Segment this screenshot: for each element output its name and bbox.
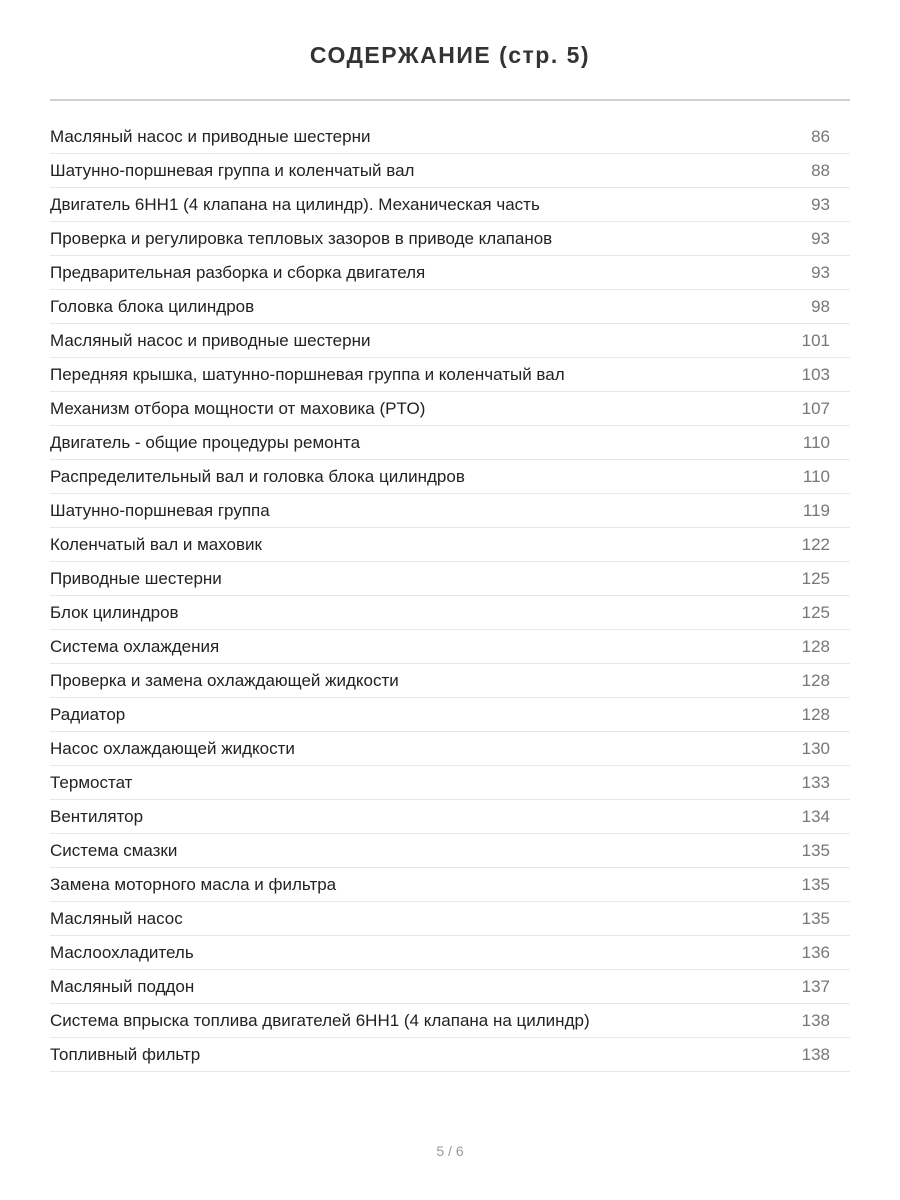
toc-entry-title: Масляный насос и приводные шестерни xyxy=(50,126,371,146)
toc-entry[interactable]: Проверка и регулировка тепловых зазоров … xyxy=(50,222,850,256)
toc-entry[interactable]: Коленчатый вал и маховик 122 xyxy=(50,528,850,562)
toc-entry-title: Вентилятор xyxy=(50,806,144,826)
toc-entry[interactable]: Приводные шестерни 125 xyxy=(50,562,850,596)
toc-entry-page: 119 xyxy=(802,500,830,520)
toc-entry-page: 125 xyxy=(801,602,830,622)
toc-entry[interactable]: Масляный поддон 137 xyxy=(50,970,850,1004)
toc-entry[interactable]: Передняя крышка, шатунно-поршневая групп… xyxy=(50,358,850,392)
toc-entry-title: Масляный насос xyxy=(50,908,183,928)
toc-entry[interactable]: Блок цилиндров 125 xyxy=(50,596,850,630)
toc-entry[interactable]: Шатунно-поршневая группа и коленчатый ва… xyxy=(50,154,850,188)
toc-entry-page: 93 xyxy=(811,228,830,248)
toc-entry[interactable]: Масляный насос и приводные шестерни 101 xyxy=(50,324,850,358)
toc-entry-title: Радиатор xyxy=(50,704,126,724)
toc-entry[interactable]: Насос охлаждающей жидкости 130 xyxy=(50,732,850,766)
toc-entry-title: Шатунно-поршневая группа и коленчатый ва… xyxy=(50,160,415,180)
toc-entry-page: 98 xyxy=(811,296,830,316)
title-divider xyxy=(50,99,850,101)
toc-entry[interactable]: Шатунно-поршневая группа 119 xyxy=(50,494,850,528)
toc-entry-title: Система охлаждения xyxy=(50,636,220,656)
toc-entry[interactable]: Топливный фильтр 138 xyxy=(50,1038,850,1072)
toc-entry-title: Система впрыска топлива двигателей 6HH1 … xyxy=(50,1010,590,1030)
toc-entry[interactable]: Распределительный вал и головка блока ци… xyxy=(50,460,850,494)
toc-entry-title: Масляный поддон xyxy=(50,976,195,996)
toc-entry-page: 137 xyxy=(801,976,830,996)
toc-entry-page: 134 xyxy=(801,806,830,826)
toc-entry[interactable]: Механизм отбора мощности от маховика (PT… xyxy=(50,392,850,426)
toc-entry-title: Механизм отбора мощности от маховика (PT… xyxy=(50,398,426,418)
page-title: СОДЕРЖАНИЕ (стр. 5) xyxy=(309,42,591,68)
toc-entry-page: 103 xyxy=(801,364,830,384)
toc-entry-page: 101 xyxy=(801,330,830,350)
toc-entry-page: 93 xyxy=(811,262,830,282)
toc-entry[interactable]: Двигатель - общие процедуры ремонта 110 xyxy=(50,426,850,460)
page-indicator: 5 / 6 xyxy=(436,1143,464,1159)
toc-entry-page: 133 xyxy=(801,772,830,792)
toc-entry-title: Двигатель 6HH1 (4 клапана на цилиндр). М… xyxy=(50,194,540,214)
toc-entry-title: Термостат xyxy=(50,772,133,792)
toc-entry[interactable]: Система впрыска топлива двигателей 6HH1 … xyxy=(50,1004,850,1038)
toc-entry[interactable]: Термостат 133 xyxy=(50,766,850,800)
toc-entry[interactable]: Масляный насос и приводные шестерни 86 xyxy=(50,120,850,154)
toc-entry-page: 88 xyxy=(811,160,830,180)
toc-entry-title: Замена моторного масла и фильтра xyxy=(50,874,337,894)
toc-entry[interactable]: Проверка и замена охлаждающей жидкости 12… xyxy=(50,664,850,698)
toc-entry-title: Коленчатый вал и маховик xyxy=(50,534,262,554)
toc-entry-page: 138 xyxy=(801,1044,830,1064)
toc-entry-title: Проверка и замена охлаждающей жидкости xyxy=(50,670,399,690)
toc-entry-title: Передняя крышка, шатунно-поршневая групп… xyxy=(50,364,565,384)
toc-entry-page: 136 xyxy=(801,942,830,962)
toc-entry-page: 128 xyxy=(801,636,830,656)
toc-entry[interactable]: Головка блока цилиндров 98 xyxy=(50,290,850,324)
toc-entry-page: 135 xyxy=(801,874,830,894)
toc-entry-page: 110 xyxy=(802,432,830,452)
toc-entry-page: 138 xyxy=(801,1010,830,1030)
toc-entry-title: Головка блока цилиндров xyxy=(50,296,255,316)
toc-entry-page: 122 xyxy=(801,534,830,554)
toc-entry-title: Шатунно-поршневая группа xyxy=(50,500,270,520)
toc-entry-title: Топливный фильтр xyxy=(50,1044,201,1064)
toc-entry[interactable]: Масляный насос 135 xyxy=(50,902,850,936)
toc-entry-page: 110 xyxy=(802,466,830,486)
toc-entry-title: Блок цилиндров xyxy=(50,602,179,622)
toc-entry-page: 93 xyxy=(811,194,830,214)
toc-entry-title: Маслоохладитель xyxy=(50,942,194,962)
toc-entry[interactable]: Вентилятор 134 xyxy=(50,800,850,834)
toc-entry[interactable]: Радиатор 128 xyxy=(50,698,850,732)
toc-entry-title: Проверка и регулировка тепловых зазоров … xyxy=(50,228,553,248)
toc-entry-page: 135 xyxy=(801,840,830,860)
toc-entry-page: 135 xyxy=(801,908,830,928)
toc-list: Масляный насос и приводные шестерни 86 Шат… xyxy=(50,120,850,1072)
toc-entry-title: Распределительный вал и головка блока ци… xyxy=(50,466,465,486)
toc-entry-title: Система смазки xyxy=(50,840,178,860)
toc-entry-page: 107 xyxy=(801,398,830,418)
toc-entry-page: 128 xyxy=(801,704,830,724)
toc-entry-page: 130 xyxy=(801,738,830,758)
toc-entry[interactable]: Предварительная разборка и сборка двигат… xyxy=(50,256,850,290)
toc-entry[interactable]: Замена моторного масла и фильтра 135 xyxy=(50,868,850,902)
toc-entry-title: Двигатель - общие процедуры ремонта xyxy=(50,432,361,452)
toc-entry[interactable]: Система охлаждения 128 xyxy=(50,630,850,664)
toc-entry[interactable]: Система смазки 135 xyxy=(50,834,850,868)
toc-entry[interactable]: Двигатель 6HH1 (4 клапана на цилиндр). М… xyxy=(50,188,850,222)
toc-entry[interactable]: Маслоохладитель 136 xyxy=(50,936,850,970)
toc-entry-title: Масляный насос и приводные шестерни xyxy=(50,330,371,350)
toc-entry-page: 128 xyxy=(801,670,830,690)
toc-entry-title: Приводные шестерни xyxy=(50,568,222,588)
toc-entry-title: Насос охлаждающей жидкости xyxy=(50,738,295,758)
toc-entry-page: 125 xyxy=(801,568,830,588)
toc-entry-page: 86 xyxy=(811,126,830,146)
toc-entry-title: Предварительная разборка и сборка двигат… xyxy=(50,262,426,282)
